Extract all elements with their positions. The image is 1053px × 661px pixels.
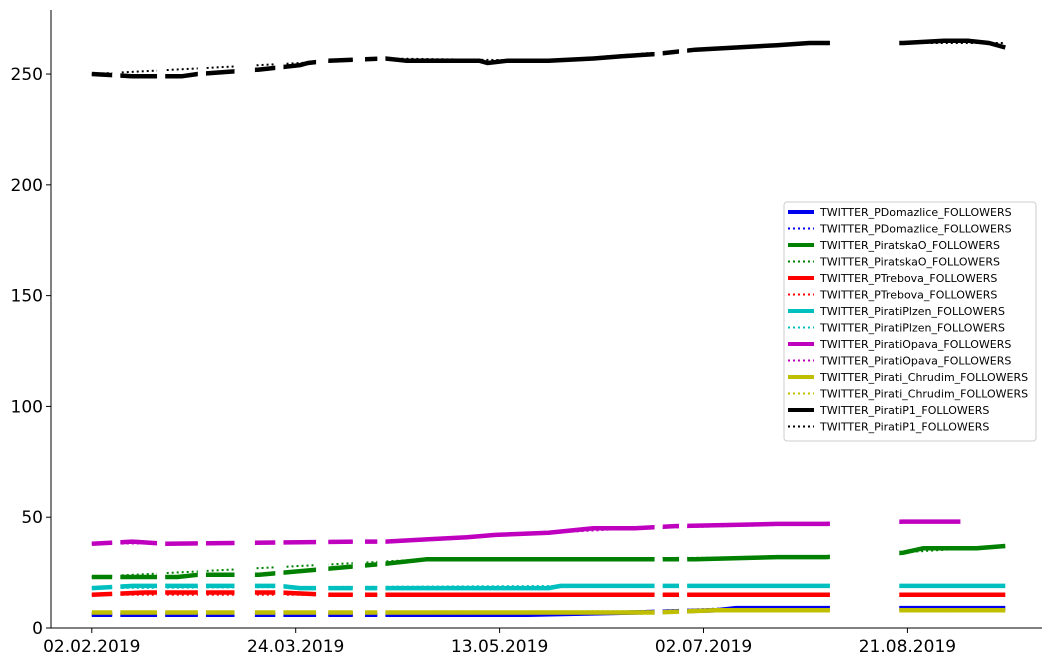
y-tick-label: 250 bbox=[11, 65, 43, 85]
legend-label: TWITTER_PTrebova_FOLLOWERS bbox=[819, 289, 997, 302]
legend-label: TWITTER_PDomazlice_FOLLOWERS bbox=[819, 206, 1012, 219]
x-tick-label: 24.03.2019 bbox=[247, 637, 344, 657]
legend-label: TWITTER_PiratskaO_FOLLOWERS bbox=[819, 256, 1000, 269]
legend-label: TWITTER_PiratiOpava_FOLLOWERS bbox=[819, 355, 1011, 368]
legend-entry: TWITTER_PiratiOpava_FOLLOWERS bbox=[788, 355, 1011, 368]
legend-label: TWITTER_PiratiOpava_FOLLOWERS bbox=[819, 338, 1011, 351]
y-tick-label: 150 bbox=[11, 287, 43, 307]
x-tick-label: 02.02.2019 bbox=[43, 637, 140, 657]
legend-entry: TWITTER_Pirati_Chrudim_FOLLOWERS bbox=[788, 371, 1028, 384]
legend-label: TWITTER_Pirati_Chrudim_FOLLOWERS bbox=[819, 388, 1028, 401]
legend-entry: TWITTER_PiratiP1_FOLLOWERS bbox=[788, 404, 989, 417]
legend-label: TWITTER_Pirati_Chrudim_FOLLOWERS bbox=[819, 371, 1028, 384]
legend-label: TWITTER_PiratskaO_FOLLOWERS bbox=[819, 239, 1000, 252]
legend-label: TWITTER_PiratiP1_FOLLOWERS bbox=[819, 404, 989, 417]
series-line-9 bbox=[91, 520, 961, 545]
axes-layer: 0 50 100 150 200 250 02.02.2019 24.03.2019 13.05… bbox=[11, 10, 1042, 657]
legend-entry: TWITTER_PTrebova_FOLLOWERS bbox=[788, 289, 997, 302]
y-tick-label: 50 bbox=[21, 508, 43, 528]
legend-label: TWITTER_PTrebova_FOLLOWERS bbox=[819, 272, 997, 285]
series-line-8 bbox=[91, 519, 961, 547]
y-tick-label: 0 bbox=[32, 619, 43, 639]
legend-entry: TWITTER_PDomazlice_FOLLOWERS bbox=[788, 206, 1012, 219]
legend-label: TWITTER_PiratiPlzen_FOLLOWERS bbox=[819, 305, 1005, 318]
y-tick-label: 200 bbox=[11, 176, 43, 196]
legend-entry: TWITTER_PDomazlice_FOLLOWERS bbox=[788, 223, 1012, 236]
legend: TWITTER_PDomazlice_FOLLOWERS TWITTER_PDom… bbox=[783, 201, 1037, 442]
series-line-2 bbox=[91, 543, 1006, 580]
x-tick-label: 13.05.2019 bbox=[451, 637, 548, 657]
legend-entry: TWITTER_PiratskaO_FOLLOWERS bbox=[788, 256, 1000, 269]
y-tick-label: 100 bbox=[11, 397, 43, 417]
legend-entry: TWITTER_PiratiPlzen_FOLLOWERS bbox=[788, 305, 1005, 318]
x-tick-label: 02.07.2019 bbox=[655, 637, 752, 657]
legend-entry: TWITTER_Pirati_Chrudim_FOLLOWERS bbox=[788, 388, 1028, 401]
legend-label: TWITTER_PiratiP1_FOLLOWERS bbox=[819, 421, 989, 434]
legend-label: TWITTER_PDomazlice_FOLLOWERS bbox=[819, 223, 1012, 236]
legend-entry: TWITTER_PTrebova_FOLLOWERS bbox=[788, 272, 997, 285]
legend-entry: TWITTER_PiratiPlzen_FOLLOWERS bbox=[788, 322, 1005, 335]
legend-label: TWITTER_PiratiPlzen_FOLLOWERS bbox=[819, 322, 1005, 335]
legend-entry: TWITTER_PiratiOpava_FOLLOWERS bbox=[788, 338, 1011, 351]
x-tick-label: 21.08.2019 bbox=[859, 637, 956, 657]
legend-entry: TWITTER_PiratiP1_FOLLOWERS bbox=[788, 421, 989, 434]
series-line-12 bbox=[91, 38, 1006, 79]
legend-entry: TWITTER_PiratskaO_FOLLOWERS bbox=[788, 239, 1000, 252]
legend-box bbox=[783, 201, 1037, 442]
